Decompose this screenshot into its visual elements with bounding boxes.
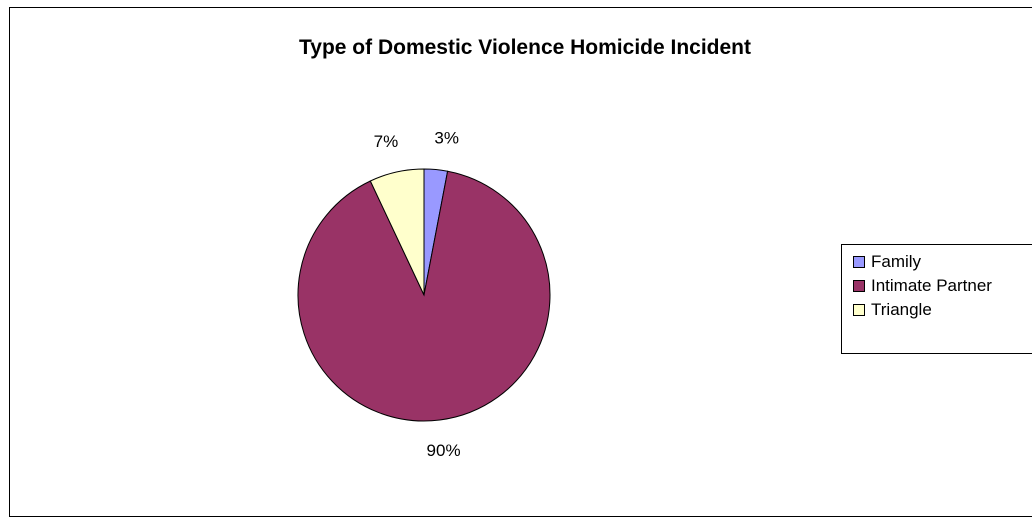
legend-swatch-family <box>853 256 865 268</box>
legend-entry-family: Family <box>853 250 1032 274</box>
legend-entry-triangle: Triangle <box>853 298 1032 322</box>
pie-slice-intimate-partner <box>297 170 551 422</box>
legend-swatch-triangle <box>853 304 865 316</box>
data-label-intimate-partner: 90% <box>427 441 461 460</box>
legend-label-family: Family <box>871 252 922 271</box>
legend: Family Intimate Partner Triangle <box>841 244 1032 354</box>
data-label-triangle: 7% <box>374 132 399 151</box>
chart-title: Type of Domestic Violence Homicide Incid… <box>299 36 751 59</box>
pie-slice-triangle <box>369 168 425 296</box>
legend-label-intimate-partner: Intimate Partner <box>871 276 992 295</box>
pie-chart: 3% 90% 7% <box>297 129 551 460</box>
data-label-family: 3% <box>434 129 459 148</box>
legend-label-triangle: Triangle <box>871 300 932 319</box>
legend-entry-intimate-partner: Intimate Partner <box>853 274 1032 298</box>
legend-swatch-intimate-partner <box>853 280 865 292</box>
